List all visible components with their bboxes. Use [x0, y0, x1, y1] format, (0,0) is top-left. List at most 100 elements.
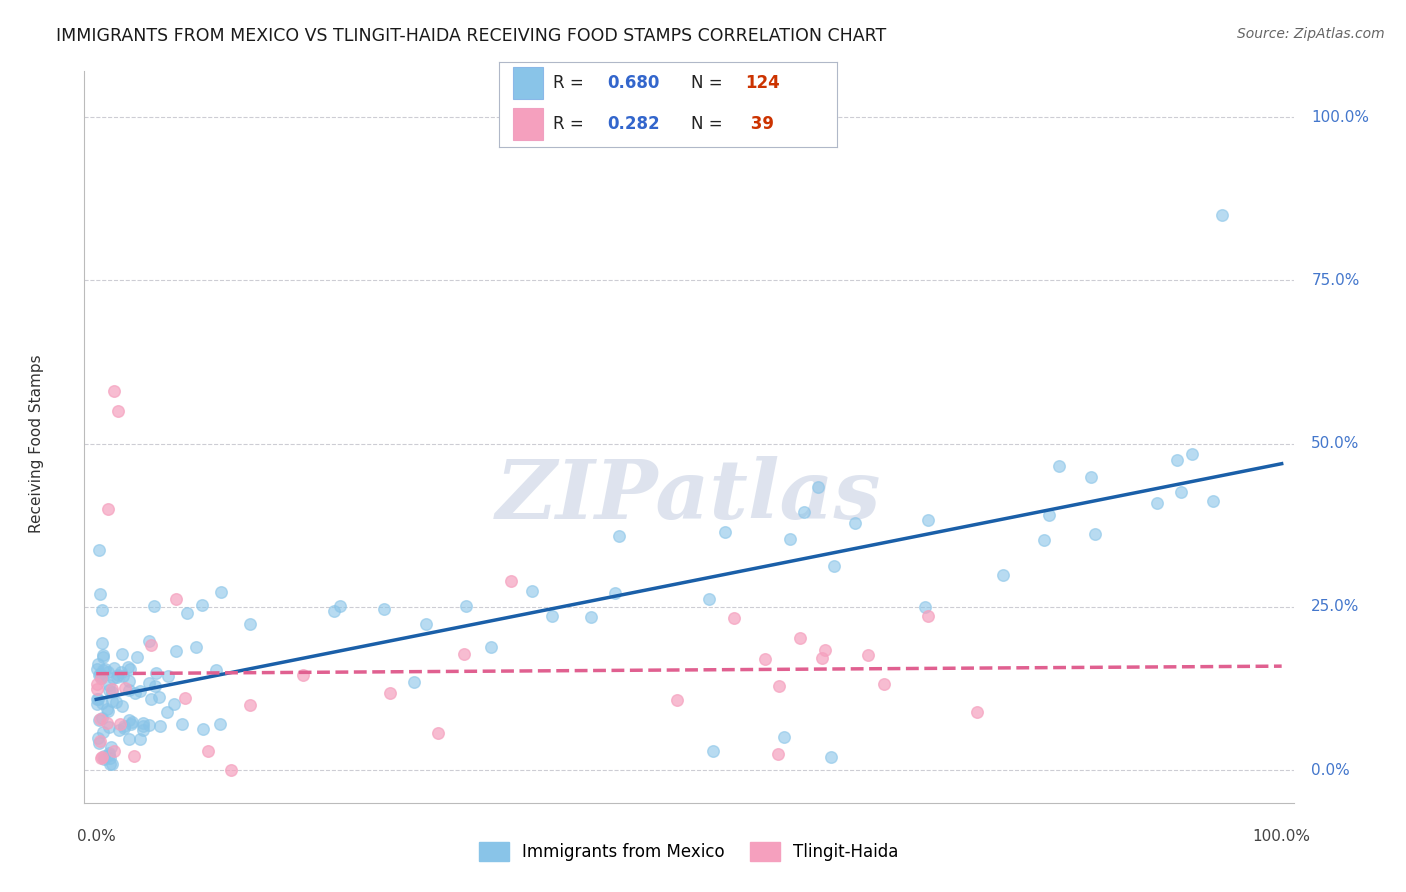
Point	[176, 607, 198, 621]
Point	[111, 647, 134, 661]
Legend: Immigrants from Mexico, Tlingit-Haida: Immigrants from Mexico, Tlingit-Haida	[472, 835, 905, 868]
Point	[91, 750, 114, 764]
Point	[323, 604, 346, 618]
Point	[118, 662, 141, 676]
Point	[793, 505, 815, 519]
Point	[1211, 208, 1233, 222]
Point	[96, 716, 118, 731]
Point	[87, 731, 110, 745]
Point	[697, 592, 720, 607]
Point	[1047, 459, 1070, 474]
Point	[117, 714, 139, 728]
Text: 124: 124	[745, 74, 780, 92]
Point	[1202, 494, 1225, 508]
Point	[101, 693, 124, 707]
Point	[86, 697, 108, 711]
Point	[814, 643, 837, 657]
Point	[1038, 508, 1060, 523]
Point	[98, 746, 121, 760]
Point	[378, 685, 401, 699]
Point	[1170, 484, 1192, 499]
Point	[666, 692, 689, 706]
Point	[373, 602, 395, 616]
Text: 39: 39	[745, 115, 775, 133]
Point	[93, 749, 115, 764]
Point	[193, 722, 215, 736]
Text: IMMIGRANTS FROM MEXICO VS TLINGIT-HAIDA RECEIVING FOOD STAMPS CORRELATION CHART: IMMIGRANTS FROM MEXICO VS TLINGIT-HAIDA …	[56, 27, 887, 45]
Point	[107, 668, 129, 682]
Point	[291, 668, 314, 682]
Point	[103, 661, 125, 675]
Point	[170, 716, 193, 731]
Point	[129, 732, 152, 747]
Point	[165, 592, 187, 607]
Text: R =: R =	[553, 115, 589, 133]
Point	[89, 667, 111, 681]
Point	[87, 668, 110, 682]
Point	[101, 671, 124, 685]
Point	[96, 702, 118, 716]
Bar	[513, 67, 543, 99]
Point	[111, 669, 134, 683]
Point	[86, 681, 108, 696]
Point	[205, 664, 228, 678]
Point	[184, 640, 207, 655]
Point	[156, 706, 179, 720]
Point	[479, 640, 502, 654]
Point	[917, 609, 939, 624]
Text: 0.0%: 0.0%	[1312, 763, 1350, 778]
Point	[1080, 470, 1102, 484]
Point	[148, 690, 170, 705]
Text: 75.0%: 75.0%	[1312, 273, 1360, 288]
Point	[541, 609, 564, 624]
Point	[823, 558, 845, 573]
Point	[87, 657, 110, 671]
Point	[714, 525, 737, 540]
Point	[112, 719, 135, 733]
Point	[128, 683, 150, 698]
Text: 0.282: 0.282	[607, 115, 659, 133]
Text: Source: ZipAtlas.com: Source: ZipAtlas.com	[1237, 27, 1385, 41]
Point	[121, 714, 143, 729]
Point	[105, 695, 128, 709]
Point	[90, 603, 112, 617]
Point	[97, 502, 120, 516]
Point	[779, 532, 801, 546]
Point	[87, 543, 110, 558]
Point	[97, 705, 120, 719]
Point	[127, 650, 149, 665]
Point	[173, 691, 195, 706]
Point	[132, 723, 155, 738]
Point	[97, 665, 120, 679]
Point	[107, 404, 129, 418]
Text: 50.0%: 50.0%	[1312, 436, 1360, 451]
Point	[117, 660, 139, 674]
Point	[90, 671, 112, 685]
Text: 100.0%: 100.0%	[1253, 829, 1310, 844]
Point	[143, 679, 166, 693]
Point	[118, 682, 141, 697]
Point	[132, 715, 155, 730]
Text: N =: N =	[692, 115, 728, 133]
Point	[329, 599, 352, 613]
Point	[86, 676, 108, 690]
Point	[427, 725, 450, 739]
Point	[917, 513, 939, 527]
Point	[90, 671, 112, 685]
Point	[723, 610, 745, 624]
Point	[415, 617, 437, 632]
Point	[100, 740, 122, 755]
Point	[131, 719, 153, 733]
Point	[139, 638, 162, 652]
Text: 0.680: 0.680	[607, 74, 659, 92]
Point	[97, 678, 120, 692]
Point	[872, 676, 894, 690]
Point	[90, 669, 112, 683]
Point	[149, 719, 172, 733]
Point	[456, 599, 478, 613]
Text: ZIPatlas: ZIPatlas	[496, 456, 882, 536]
Point	[820, 750, 842, 764]
Text: 25.0%: 25.0%	[1312, 599, 1360, 615]
Point	[914, 600, 936, 615]
Point	[605, 585, 627, 599]
